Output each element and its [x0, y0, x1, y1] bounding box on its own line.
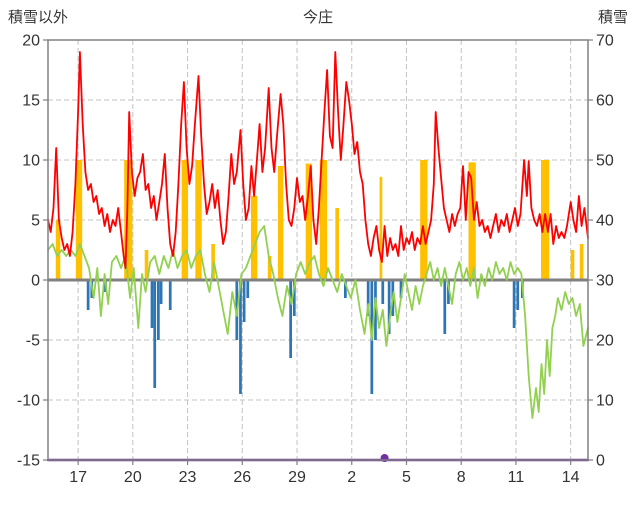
- svg-text:30: 30: [596, 273, 614, 290]
- plot-frame: [47, 39, 589, 461]
- chart-title: 今庄: [302, 9, 333, 26]
- svg-text:23: 23: [179, 469, 197, 486]
- x-axis-labels: 17 20 23 26 29 2 5 8 11 14: [69, 460, 580, 486]
- svg-text:2: 2: [347, 469, 356, 486]
- svg-text:10: 10: [596, 393, 614, 410]
- svg-text:-5: -5: [26, 333, 40, 350]
- right-axis-labels: 70 60 50 40 30 20 10 0: [588, 33, 614, 470]
- svg-text:20: 20: [124, 469, 142, 486]
- svg-text:5: 5: [402, 469, 411, 486]
- svg-text:20: 20: [22, 33, 40, 50]
- left-axis-title: 積雪以外: [8, 9, 69, 26]
- green-line: [47, 225, 589, 419]
- svg-text:0: 0: [31, 273, 40, 290]
- h-gridlines: [48, 99, 588, 401]
- svg-text:50: 50: [596, 153, 614, 170]
- svg-text:5: 5: [31, 213, 40, 230]
- svg-text:17: 17: [69, 469, 87, 486]
- svg-text:8: 8: [457, 469, 466, 486]
- svg-text:70: 70: [596, 33, 614, 50]
- purple-marker: [380, 454, 389, 462]
- svg-text:20: 20: [596, 333, 614, 350]
- svg-text:11: 11: [508, 469, 525, 486]
- right-axis-title: 積雪: [597, 9, 628, 26]
- svg-text:29: 29: [288, 469, 306, 486]
- svg-text:60: 60: [596, 93, 614, 110]
- svg-text:40: 40: [596, 213, 614, 230]
- svg-text:26: 26: [233, 469, 251, 486]
- svg-text:14: 14: [562, 469, 580, 486]
- svg-text:0: 0: [596, 453, 605, 470]
- blue-bars: [86, 280, 524, 394]
- svg-text:-10: -10: [17, 393, 40, 410]
- svg-text:10: 10: [22, 153, 40, 170]
- left-axis-labels: 20 15 10 5 0 -5 -10 -15: [17, 33, 48, 470]
- svg-text:-15: -15: [17, 453, 40, 470]
- svg-text:15: 15: [22, 93, 40, 110]
- red-line: [47, 51, 589, 269]
